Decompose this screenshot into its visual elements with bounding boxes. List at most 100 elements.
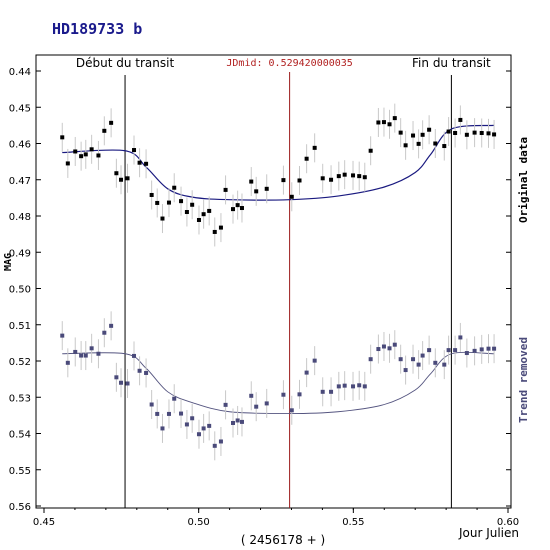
data-point bbox=[420, 132, 425, 137]
y-tick-label: 0.49 bbox=[9, 248, 31, 259]
data-point bbox=[312, 358, 317, 363]
data-point bbox=[427, 348, 432, 353]
data-point bbox=[442, 144, 447, 149]
data-point bbox=[89, 147, 94, 152]
data-point bbox=[212, 443, 217, 448]
data-point bbox=[149, 402, 154, 407]
data-point bbox=[132, 353, 137, 358]
data-point bbox=[73, 149, 78, 154]
transit-start-label: Début du transit bbox=[76, 56, 175, 70]
y-tick-label: 0.47 bbox=[9, 176, 31, 187]
data-point bbox=[381, 344, 386, 349]
data-point bbox=[231, 420, 236, 425]
data-point bbox=[207, 208, 212, 213]
data-point bbox=[79, 154, 84, 159]
data-point bbox=[403, 368, 408, 373]
y-tick-label: 0.50 bbox=[9, 285, 31, 296]
data-point bbox=[464, 351, 469, 356]
data-point bbox=[479, 347, 484, 352]
data-point bbox=[433, 141, 438, 146]
data-point bbox=[160, 216, 165, 221]
data-point bbox=[239, 419, 244, 424]
data-point bbox=[336, 384, 341, 389]
data-point bbox=[96, 153, 101, 158]
data-point bbox=[83, 152, 88, 157]
data-point bbox=[492, 346, 497, 351]
data-point bbox=[218, 225, 223, 230]
data-point bbox=[411, 133, 416, 138]
data-point bbox=[368, 357, 373, 362]
x-axis-label: Jour Julien bbox=[458, 526, 519, 540]
y-tick-label: 0.44 bbox=[9, 67, 31, 78]
data-point bbox=[109, 120, 114, 125]
data-point bbox=[196, 432, 201, 437]
data-point bbox=[137, 160, 142, 165]
data-point bbox=[420, 353, 425, 358]
data-point bbox=[119, 380, 124, 385]
data-point bbox=[184, 210, 189, 215]
data-point bbox=[492, 132, 497, 137]
data-point bbox=[464, 132, 469, 137]
x-tick-label: 0.50 bbox=[188, 517, 210, 528]
data-point bbox=[458, 117, 463, 122]
x-tick-label: 0.55 bbox=[342, 517, 364, 528]
data-point bbox=[132, 148, 137, 153]
data-point bbox=[264, 186, 269, 191]
y-tick-label: 0.56 bbox=[9, 502, 31, 513]
data-point bbox=[179, 411, 184, 416]
series-original-data bbox=[60, 103, 497, 247]
data-point bbox=[114, 375, 119, 380]
data-point bbox=[368, 148, 373, 153]
data-point bbox=[398, 130, 403, 135]
x-tick-label: 0.60 bbox=[497, 517, 519, 528]
transit-end-label: Fin du transit bbox=[412, 56, 491, 70]
data-point bbox=[160, 426, 165, 431]
data-point bbox=[376, 120, 381, 125]
data-point bbox=[65, 161, 70, 166]
data-point bbox=[144, 161, 149, 166]
data-point bbox=[155, 411, 160, 416]
data-point bbox=[83, 353, 88, 358]
data-point bbox=[398, 357, 403, 362]
y-tick-label: 0.45 bbox=[9, 103, 31, 114]
data-point bbox=[223, 187, 228, 192]
data-point bbox=[381, 120, 386, 125]
data-point bbox=[144, 370, 149, 375]
data-point bbox=[96, 351, 101, 356]
data-point bbox=[387, 122, 392, 127]
data-point bbox=[218, 439, 223, 444]
data-point bbox=[329, 389, 334, 394]
data-point bbox=[212, 229, 217, 234]
data-point bbox=[342, 172, 347, 177]
data-point bbox=[109, 323, 114, 328]
data-point bbox=[362, 384, 367, 389]
data-point bbox=[281, 178, 286, 183]
data-point bbox=[201, 212, 206, 217]
data-point bbox=[357, 383, 362, 388]
data-point bbox=[446, 348, 451, 353]
data-point bbox=[289, 408, 294, 413]
data-point bbox=[297, 392, 302, 397]
y-tick-label: 0.54 bbox=[9, 430, 31, 441]
data-point bbox=[453, 348, 458, 353]
data-point bbox=[207, 423, 212, 428]
data-point bbox=[427, 127, 432, 132]
data-point bbox=[362, 175, 367, 180]
data-point bbox=[60, 333, 65, 338]
data-point bbox=[231, 207, 236, 212]
data-point bbox=[297, 178, 302, 183]
data-point bbox=[351, 173, 356, 178]
series-trend-removed bbox=[60, 311, 497, 461]
data-point bbox=[336, 174, 341, 179]
data-point bbox=[320, 176, 325, 181]
data-point bbox=[196, 217, 201, 222]
x-axis: 0.45 0.50 0.55 0.60 bbox=[33, 508, 519, 528]
legend-trend-removed: Trend removed bbox=[517, 337, 530, 423]
data-point bbox=[416, 141, 421, 146]
data-point bbox=[264, 401, 269, 406]
legend-original-data: Original data bbox=[517, 137, 530, 223]
y-tick-label: 0.46 bbox=[9, 140, 31, 151]
data-point bbox=[357, 174, 362, 179]
data-point bbox=[223, 402, 228, 407]
data-point bbox=[249, 393, 254, 398]
